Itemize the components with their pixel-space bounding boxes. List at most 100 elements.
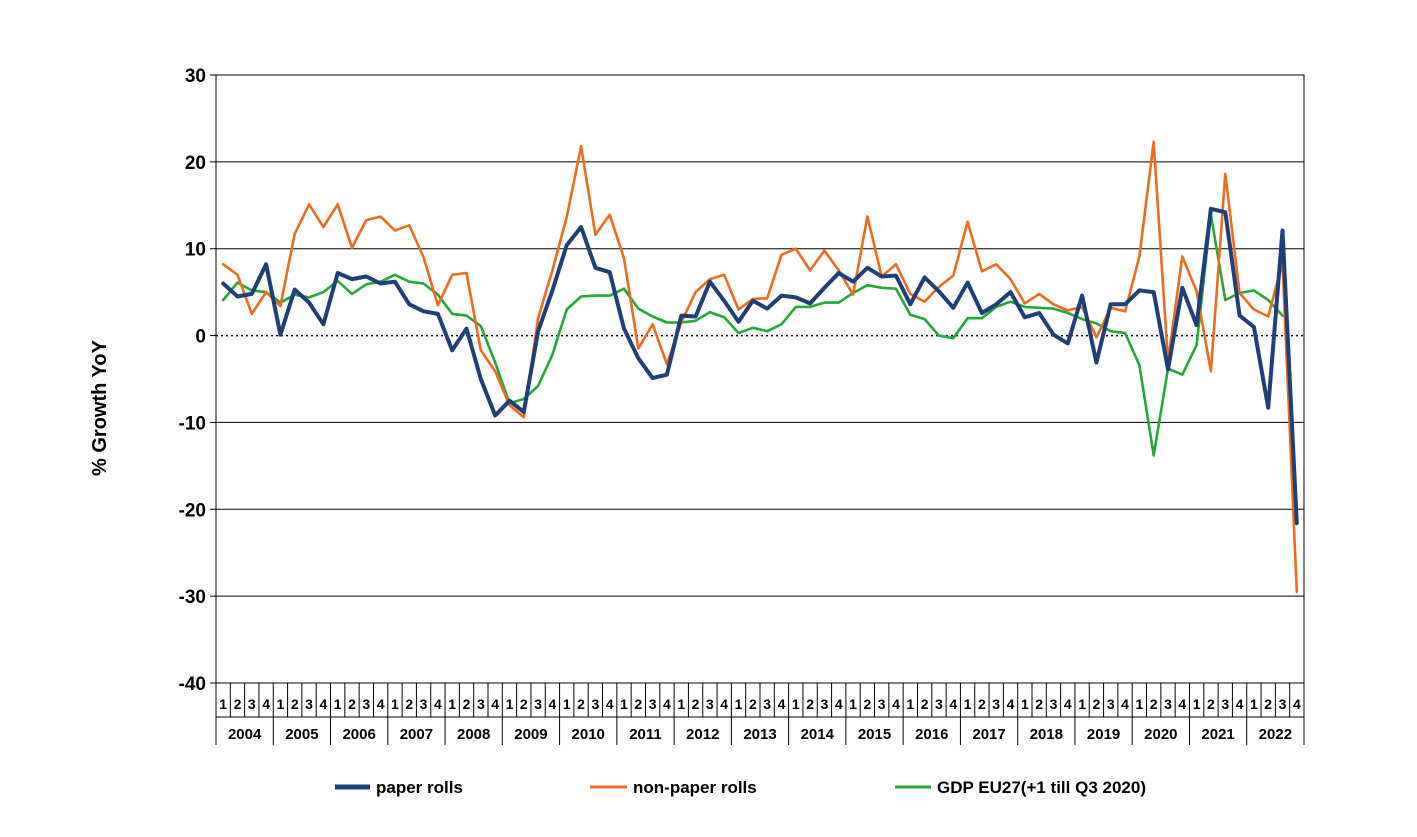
y-tick-label: 30 (185, 66, 206, 87)
quarter-tick-label: 2 (863, 696, 871, 712)
y-tick-label: -30 (179, 587, 206, 608)
legend-label: non-paper rolls (633, 778, 757, 797)
quarter-tick-label: 3 (878, 696, 886, 712)
quarter-tick-label: 3 (1107, 696, 1115, 712)
quarter-tick-label: 3 (591, 696, 599, 712)
quarter-tick-label: 2 (1093, 696, 1101, 712)
year-tick-label: 2008 (457, 726, 490, 743)
quarter-tick-label: 3 (1050, 696, 1058, 712)
year-tick-label: 2005 (285, 726, 318, 743)
quarter-tick-label: 4 (892, 696, 900, 712)
gridlines (210, 74, 1304, 684)
quarter-tick-label: 2 (234, 696, 242, 712)
legend-label: paper rolls (376, 778, 463, 797)
quarter-tick-label: 4 (1178, 696, 1186, 712)
year-tick-label: 2010 (572, 726, 605, 743)
quarter-tick-label: 1 (792, 696, 800, 712)
year-tick-label: 2019 (1087, 726, 1120, 743)
quarter-tick-label: 3 (1164, 696, 1172, 712)
quarter-tick-label: 2 (692, 696, 700, 712)
series-line-non-paper-rolls (221, 140, 1299, 594)
year-tick-label: 2011 (629, 726, 662, 743)
year-tick-label: 2016 (915, 726, 948, 743)
quarter-tick-label: 4 (319, 696, 327, 712)
year-tick-label: 2014 (801, 726, 835, 743)
quarter-tick-label: 1 (1135, 696, 1143, 712)
quarter-tick-label: 3 (534, 696, 542, 712)
y-axis-tick-labels: 30 20 10 0 -10 -20 -30 -40 (179, 66, 206, 695)
legend: paper rolls non-paper rolls GDP EU27(+1 ti… (335, 778, 1146, 797)
year-tick-label: 2020 (1144, 726, 1177, 743)
year-tick-label: 2021 (1201, 726, 1234, 743)
quarter-tick-label: 3 (649, 696, 657, 712)
legend-label: GDP EU27(+1 till Q3 2020) (937, 778, 1146, 797)
quarter-tick-label: 4 (1236, 696, 1244, 712)
y-tick-label: 0 (195, 327, 206, 348)
quarter-tick-label: 1 (1078, 696, 1086, 712)
quarter-tick-label: 3 (477, 696, 485, 712)
quarter-tick-label: 3 (992, 696, 1000, 712)
quarter-tick-label: 1 (677, 696, 685, 712)
year-tick-label: 2012 (686, 726, 719, 743)
quarter-tick-label: 4 (549, 696, 557, 712)
year-tick-label: 2022 (1259, 726, 1292, 743)
quarter-tick-label: 3 (1221, 696, 1229, 712)
quarter-tick-label: 2 (1150, 696, 1158, 712)
year-tick-label: 2004 (228, 726, 262, 743)
quarter-tick-label: 2 (921, 696, 929, 712)
quarter-tick-label: 4 (491, 696, 499, 712)
quarter-tick-label: 4 (720, 696, 728, 712)
quarter-tick-label: 4 (1007, 696, 1015, 712)
quarter-tick-label: 3 (935, 696, 943, 712)
series-line-paper-rolls (221, 206, 1299, 526)
quarter-tick-label: 4 (377, 696, 385, 712)
year-tick-label: 2017 (972, 726, 1005, 743)
year-tick-label: 2009 (514, 726, 547, 743)
quarter-tick-label: 1 (1250, 696, 1258, 712)
quarter-tick-label: 2 (749, 696, 757, 712)
quarter-tick-label: 2 (634, 696, 642, 712)
quarter-tick-label: 3 (821, 696, 829, 712)
quarter-tick-label: 3 (248, 696, 256, 712)
quarter-tick-label: 1 (964, 696, 972, 712)
quarter-tick-label: 3 (706, 696, 714, 712)
y-tick-label: -10 (179, 413, 206, 434)
quarter-tick-label: 3 (763, 696, 771, 712)
year-tick-label: 2015 (858, 726, 891, 743)
quarter-tick-label: 4 (434, 696, 442, 712)
quarter-tick-label: 2 (291, 696, 299, 712)
year-tick-label: 2013 (743, 726, 776, 743)
quarter-tick-label: 1 (448, 696, 456, 712)
quarter-tick-label: 2 (577, 696, 585, 712)
y-axis-label: % Growth YoY (89, 339, 111, 476)
quarter-tick-label: 4 (778, 696, 786, 712)
quarter-tick-label: 1 (391, 696, 399, 712)
quarter-tick-label: 1 (277, 696, 285, 712)
quarter-tick-label: 3 (305, 696, 313, 712)
quarter-tick-label: 4 (663, 696, 671, 712)
y-tick-label: 10 (185, 240, 206, 261)
quarter-tick-label: 4 (606, 696, 614, 712)
quarter-tick-label: 2 (1207, 696, 1215, 712)
quarter-tick-label: 1 (506, 696, 514, 712)
quarter-tick-label: 1 (334, 696, 342, 712)
year-tick-label: 2006 (342, 726, 375, 743)
quarter-tick-label: 2 (348, 696, 356, 712)
quarter-tick-label: 4 (262, 696, 270, 712)
quarter-tick-label: 2 (806, 696, 814, 712)
quarter-tick-label: 1 (735, 696, 743, 712)
quarter-tick-label: 1 (1193, 696, 1201, 712)
quarter-tick-label: 4 (1064, 696, 1072, 712)
year-tick-label: 2007 (400, 726, 433, 743)
series-lines (221, 140, 1299, 594)
quarter-tick-label: 4 (1293, 696, 1301, 712)
quarter-tick-label: 4 (949, 696, 957, 712)
quarter-tick-label: 4 (1121, 696, 1129, 712)
quarter-tick-label: 2 (978, 696, 986, 712)
quarter-tick-label: 2 (405, 696, 413, 712)
quarter-tick-label: 3 (362, 696, 370, 712)
quarter-tick-label: 2 (520, 696, 528, 712)
quarter-tick-label: 3 (1279, 696, 1287, 712)
